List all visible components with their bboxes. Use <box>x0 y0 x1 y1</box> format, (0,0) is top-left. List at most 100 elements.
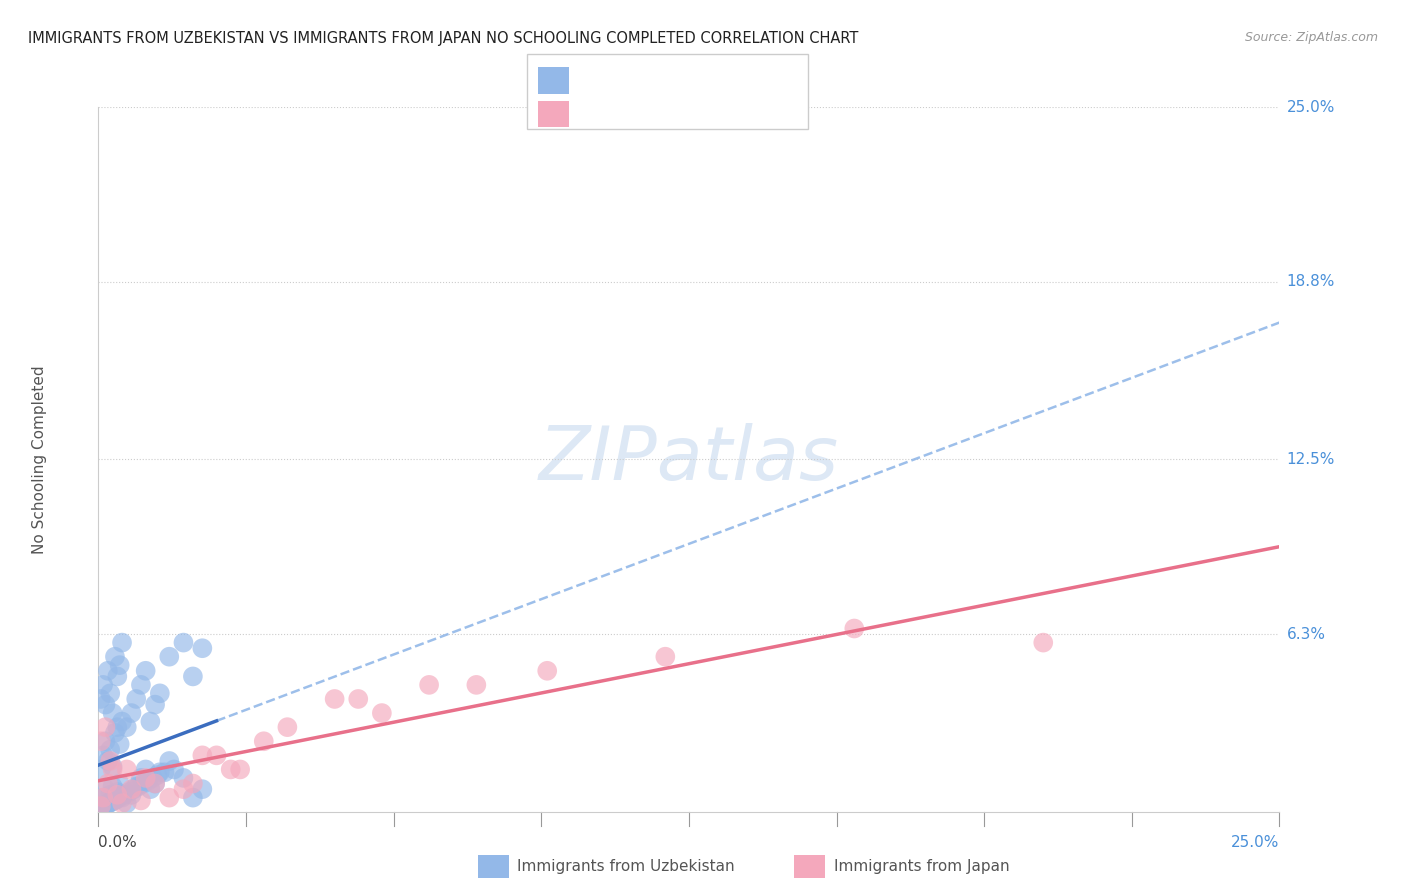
Point <box>128 780 150 794</box>
Point <box>111 635 134 649</box>
Point <box>90 799 112 814</box>
Point <box>172 771 194 785</box>
Point <box>91 678 114 692</box>
Point <box>90 799 112 814</box>
Text: 12.5%: 12.5% <box>1286 452 1334 467</box>
Point <box>172 782 194 797</box>
Text: Immigrants from Uzbekistan: Immigrants from Uzbekistan <box>517 859 735 874</box>
Point <box>163 763 186 777</box>
Point <box>101 759 124 773</box>
Point <box>90 734 112 748</box>
Point <box>105 669 128 683</box>
Point <box>149 686 172 700</box>
Point <box>97 664 120 678</box>
Point <box>157 649 180 664</box>
Point <box>118 785 141 799</box>
Point <box>142 771 165 785</box>
Point <box>90 692 112 706</box>
Text: Source: ZipAtlas.com: Source: ZipAtlas.com <box>1244 31 1378 45</box>
Point <box>129 771 152 785</box>
Point <box>112 788 135 802</box>
Point <box>654 649 676 664</box>
Point <box>153 765 176 780</box>
Text: 25.0%: 25.0% <box>1286 100 1334 114</box>
Point <box>111 714 134 729</box>
Point <box>136 773 159 788</box>
Point <box>181 776 204 790</box>
Point <box>465 678 488 692</box>
Point <box>105 785 128 799</box>
Point <box>103 793 125 807</box>
Point <box>105 792 128 806</box>
Point <box>157 790 180 805</box>
Point <box>191 782 214 797</box>
Point <box>91 800 114 814</box>
Point <box>143 776 166 790</box>
Point <box>115 763 138 777</box>
Point <box>91 790 114 805</box>
Point <box>115 797 138 811</box>
Text: 18.8%: 18.8% <box>1286 275 1334 289</box>
Point <box>157 754 180 768</box>
Point <box>97 797 120 811</box>
Point <box>347 692 370 706</box>
Point <box>101 763 124 777</box>
Point <box>139 714 162 729</box>
Point <box>101 780 124 794</box>
Point <box>844 622 866 636</box>
Point <box>276 720 298 734</box>
Point <box>125 692 148 706</box>
Point <box>122 782 145 797</box>
Point <box>91 748 114 763</box>
Point <box>94 734 117 748</box>
Point <box>94 720 117 734</box>
Point <box>104 649 127 664</box>
Point <box>181 669 204 683</box>
Point <box>135 763 157 777</box>
Text: 25.0%: 25.0% <box>1232 836 1279 850</box>
Point <box>135 771 157 785</box>
Point <box>205 748 228 763</box>
Point <box>108 658 131 673</box>
Point <box>111 797 134 811</box>
Point <box>96 797 118 812</box>
Point <box>90 802 112 816</box>
Point <box>91 790 114 805</box>
Point <box>104 726 127 740</box>
Point <box>105 788 128 802</box>
Point <box>98 686 121 700</box>
Point <box>135 664 157 678</box>
Text: 6.3%: 6.3% <box>1286 627 1326 641</box>
Point <box>101 706 124 720</box>
Point <box>90 763 112 777</box>
Point <box>100 795 122 809</box>
Point <box>125 780 148 794</box>
Point <box>181 790 204 805</box>
Point <box>94 782 117 797</box>
Point <box>97 776 120 790</box>
Point <box>1032 635 1054 649</box>
Point <box>536 664 558 678</box>
Point <box>143 776 166 790</box>
Point <box>191 641 214 656</box>
Point <box>219 763 242 777</box>
Text: No Schooling Completed: No Schooling Completed <box>32 365 46 554</box>
Point <box>115 720 138 734</box>
Point <box>94 698 117 712</box>
Point <box>98 742 121 756</box>
Point <box>191 748 214 763</box>
Point <box>97 754 120 768</box>
Text: Immigrants from Japan: Immigrants from Japan <box>834 859 1010 874</box>
Text: R = 0.066    N = 74: R = 0.066 N = 74 <box>581 73 730 88</box>
Point <box>129 793 152 807</box>
Point <box>143 698 166 712</box>
Point <box>93 799 115 814</box>
Point <box>146 768 169 782</box>
Point <box>323 692 346 706</box>
Point <box>229 763 252 777</box>
Point <box>111 790 134 805</box>
Point <box>129 678 152 692</box>
Point <box>371 706 394 720</box>
Point <box>132 776 155 790</box>
Point <box>121 706 143 720</box>
